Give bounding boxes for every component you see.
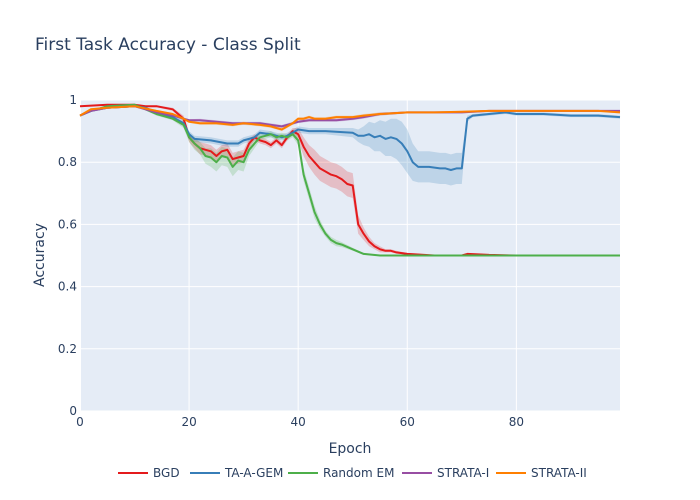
legend-label: Random EM [323,466,394,480]
y-axis-ticks: 0 0.2 0.4 0.6 0.8 1 [58,93,77,418]
series-line-random-em [79,103,620,257]
legend-label: STRATA-I [437,466,489,480]
legend-item-strata-ii[interactable]: STRATA-II [496,466,587,480]
legend-item-bgd[interactable]: BGD [118,466,180,480]
x-tick-label: 20 [181,415,196,429]
y-tick-label: 0.4 [58,280,77,294]
legend-label: BGD [153,466,180,480]
legend: BGD TA-A-GEM Random EM STRATA-I STRATA-II [118,466,587,480]
series-line-strata-ii [79,105,621,131]
series-line-ta-a-gem [79,105,621,171]
x-tick-label: 60 [400,415,415,429]
legend-item-strata-i[interactable]: STRATA-I [402,466,489,480]
legend-label: TA-A-GEM [224,466,283,480]
x-tick-label: 80 [509,415,524,429]
series-lines [79,103,621,257]
legend-item-random-em[interactable]: Random EM [288,466,394,480]
y-tick-label: 0 [69,404,77,418]
legend-item-ta-a-gem[interactable]: TA-A-GEM [190,466,283,480]
y-tick-label: 1 [69,93,77,107]
chart-title: First Task Accuracy - Class Split [35,35,301,55]
x-tick-label: 0 [76,415,84,429]
band-bgd [80,104,620,257]
y-tick-label: 0.8 [58,155,77,169]
y-axis-title: Accuracy [32,223,48,287]
y-tick-label: 0.6 [58,217,77,231]
legend-label: STRATA-II [531,466,587,480]
y-tick-label: 0.2 [58,342,77,356]
x-axis-ticks: 0 20 40 60 80 [76,415,524,429]
x-axis-title: Epoch [329,441,372,457]
x-tick-label: 40 [291,415,306,429]
